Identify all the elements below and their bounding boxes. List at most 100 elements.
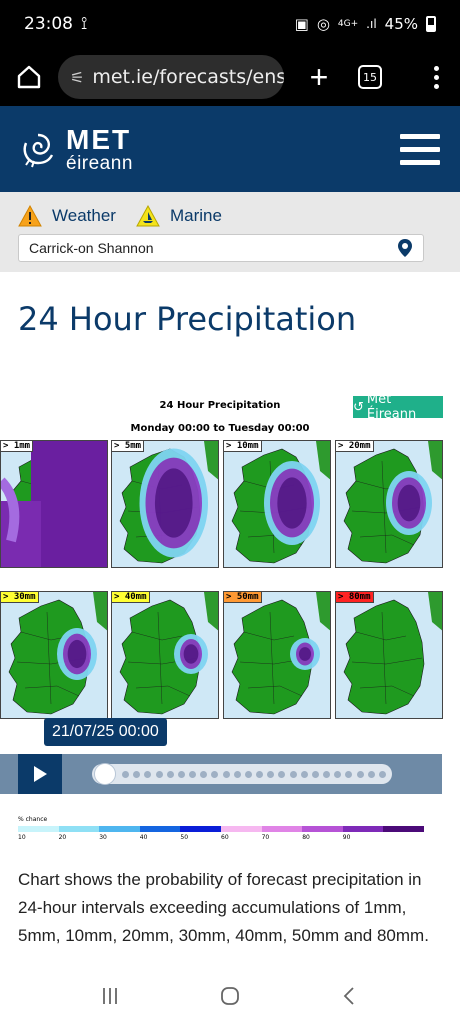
legend-color-swatch (383, 826, 424, 832)
timeline-step-dot[interactable] (256, 771, 264, 778)
legend-title: % chance (18, 816, 48, 823)
network-type: 4G+ (337, 19, 359, 29)
weather-warnings-link[interactable]: Weather (18, 205, 116, 227)
timeline-step-dot[interactable] (300, 771, 308, 778)
forecast-map-panel: > 80mm (335, 591, 443, 719)
met-eireann-logo-icon[interactable] (18, 129, 58, 169)
forecast-map-panel: > 50mm (223, 591, 331, 719)
site-header: MET éireann (0, 106, 460, 192)
map-threshold-label: > 40mm (112, 592, 150, 603)
signal-icon: .ıl (366, 17, 377, 31)
legend-tick-label: 30 (99, 834, 107, 841)
legend-color-swatch (99, 826, 140, 832)
legend-tick-label: 50 (180, 834, 189, 841)
map-threshold-label: > 1mm (1, 441, 34, 452)
timeline-step-dot[interactable] (122, 771, 129, 778)
site-logo[interactable]: MET éireann (66, 123, 133, 174)
forecast-map-panel: > 40mm (111, 591, 219, 719)
timeline-step-dot[interactable] (133, 771, 141, 778)
timeline-step-dot[interactable] (211, 771, 219, 778)
hotspot-icon: ◎ (316, 15, 330, 33)
legend-color-swatch (302, 826, 343, 832)
bluetooth-icon: ⟟ (81, 14, 88, 34)
timeline-step-dot[interactable] (356, 771, 364, 778)
tab-switcher-button[interactable]: 15 (358, 65, 382, 89)
browser-toolbar: ⚟ met.ie/forecasts/ens + 15 (0, 48, 460, 106)
animation-player (0, 754, 442, 794)
timeline-step-dot[interactable] (278, 771, 286, 778)
legend-tick-label: 20 (58, 834, 67, 841)
back-icon[interactable] (339, 985, 361, 1007)
forecast-map-panel: > 20mm (335, 440, 443, 568)
timeline-step-dot[interactable] (244, 771, 252, 778)
legend-color-swatch (18, 826, 59, 832)
timeline-step-dot[interactable] (144, 771, 152, 778)
map-threshold-label: > 20mm (336, 441, 374, 452)
map-threshold-label: > 80mm (336, 592, 374, 603)
timeline-step-dot[interactable] (378, 771, 386, 778)
legend-tick-label: 60 (221, 834, 229, 841)
recent-apps-icon[interactable] (99, 985, 121, 1007)
timeline-step-dot[interactable] (289, 771, 297, 778)
timeline-step-dot[interactable] (200, 771, 208, 778)
warning-triangle-icon (18, 205, 42, 227)
status-bar: 23:08 ⟟ ▣ ◎ 4G+ .ıl 45% (0, 0, 460, 48)
timeline-slider-handle[interactable] (94, 763, 116, 785)
legend-tick-label: 90 (342, 834, 351, 841)
timeline-step-dot[interactable] (267, 771, 275, 778)
play-icon (34, 766, 47, 782)
legend-color-swatch (342, 826, 384, 832)
legend-ticks: 10 20 30 40 50 60 70 80 90 (18, 834, 424, 844)
chart-met-logo: ↺ Met Éireann (353, 392, 443, 422)
battery-icon (426, 16, 436, 32)
marine-warnings-link[interactable]: Marine (136, 205, 222, 227)
timeline-step-dot[interactable] (345, 771, 353, 778)
chart-heading: 24 Hour Precipitation (159, 400, 281, 411)
precipitation-chart-image: 24 Hour Precipitation Monday 00:00 to Tu… (0, 390, 460, 720)
more-menu-icon[interactable] (426, 65, 446, 89)
timeline-step-dot[interactable] (367, 771, 375, 778)
probability-legend: % chance 10 20 30 40 50 60 70 80 90 (18, 816, 424, 846)
status-time: 23:08 (24, 14, 73, 34)
home-icon[interactable] (14, 62, 44, 92)
chart-description: Chart shows the probability of forecast … (18, 870, 429, 945)
forecast-map-panel: > 5mm (111, 440, 219, 568)
map-threshold-label: > 10mm (224, 441, 262, 452)
logo-met-text: MET (66, 123, 132, 155)
site-settings-icon[interactable]: ⚟ (70, 67, 85, 87)
play-button[interactable] (18, 754, 62, 794)
home-button-icon[interactable] (219, 985, 241, 1007)
location-pin-icon[interactable] (397, 238, 413, 258)
chart-logo-icon: ↺ (353, 399, 364, 415)
warnings-bar: Weather Marine Carrick-on Shannon (0, 192, 460, 272)
marine-warnings-label: Marine (169, 206, 222, 225)
legend-tick-label: 70 (261, 834, 270, 841)
timeline-step-dot[interactable] (155, 771, 163, 778)
timeline-step-dot[interactable] (311, 771, 319, 778)
timeline-step-dot[interactable] (177, 771, 185, 778)
new-tab-button[interactable]: + (309, 59, 329, 95)
location-search-input[interactable]: Carrick-on Shannon (18, 234, 424, 262)
timeline-step-dot[interactable] (334, 771, 342, 778)
timeline-step-dot[interactable] (233, 771, 241, 778)
timeline-step-dot[interactable] (323, 771, 331, 778)
map-threshold-label: > 50mm (224, 592, 262, 603)
hamburger-menu-icon[interactable] (400, 133, 440, 165)
system-navigation-bar (0, 968, 460, 1024)
weather-warnings-label: Weather (52, 206, 116, 225)
sim-icon: ▣ (294, 15, 309, 33)
legend-color-bar (18, 826, 424, 832)
timeline-step-dot[interactable] (222, 771, 230, 778)
address-bar[interactable]: ⚟ met.ie/forecasts/ens (58, 55, 284, 99)
chart-period: Monday 00:00 to Tuesday 00:00 (130, 423, 310, 434)
forecast-map-panel: > 30mm (0, 591, 108, 719)
forecast-map-panel: > 10mm (223, 440, 331, 568)
timeline-slider[interactable] (92, 764, 392, 784)
date-time-badge: 21/07/25 00:00 (44, 718, 167, 746)
legend-color-swatch (180, 826, 221, 832)
timeline-step-dot[interactable] (166, 771, 174, 778)
legend-tick-label: 40 (139, 834, 148, 841)
map-threshold-label: > 30mm (1, 592, 39, 603)
timeline-step-dot[interactable] (189, 771, 197, 778)
logo-eireann-text: éireann (66, 152, 133, 174)
